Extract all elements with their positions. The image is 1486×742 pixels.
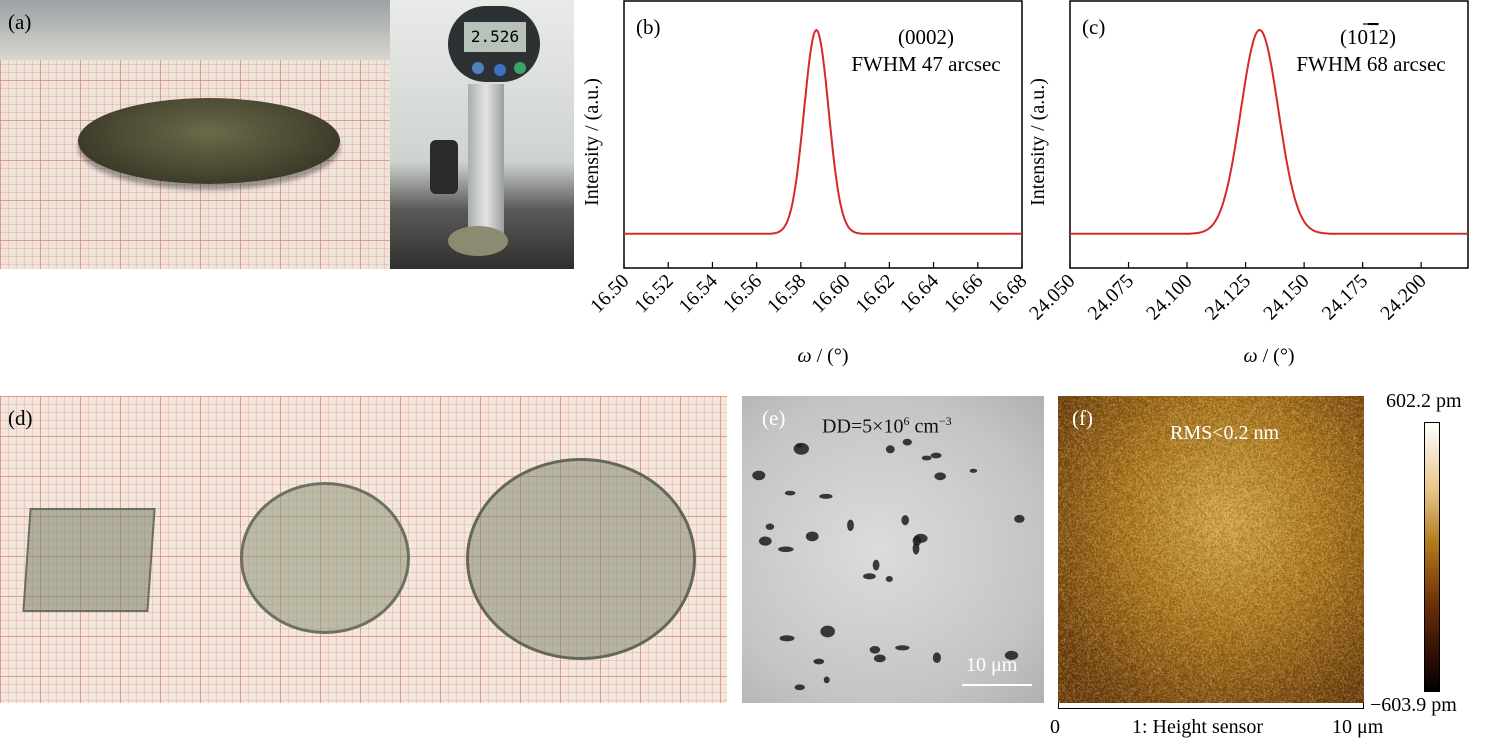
x-tick-label-b: 16.64	[896, 270, 943, 317]
panel-label-d: (d)	[8, 406, 33, 430]
x-tick-label-b: 16.52	[630, 270, 677, 317]
rocking-curve-c	[1070, 28, 1468, 235]
afm-map-f: RMS<0.2 nm (f)	[1058, 396, 1364, 703]
x-tick-label-c: 24.200	[1376, 270, 1430, 324]
rocking-curve-b	[624, 28, 1022, 235]
x-tick-label-b: 16.56	[719, 270, 766, 317]
fwhm-b: FWHM 47 arcsec	[851, 52, 1000, 76]
large-wafer	[466, 458, 696, 660]
x-tick-label-c: 24.150	[1259, 270, 1313, 324]
colorbar-max-label: 602.2 pm	[1386, 390, 1462, 412]
dislocation-pit	[885, 576, 893, 582]
dislocation-pit	[820, 625, 835, 638]
dislocation-pit	[1004, 650, 1019, 660]
x-tick-label-b: 16.54	[675, 270, 722, 317]
ylabel-b: Intensity / (a.u.)	[581, 78, 603, 206]
dislocation-pit	[869, 646, 881, 654]
wafer-disc	[78, 98, 340, 184]
dislocation-pit	[969, 468, 978, 473]
afm-axis-end: 10 μm	[1332, 716, 1384, 738]
dd-annotation: DD=5×106 cm−3	[822, 414, 952, 438]
x-tick-label-c: 24.050	[1026, 270, 1080, 324]
ylabel-c: Intensity / (a.u.)	[1027, 78, 1049, 206]
medium-wafer	[240, 482, 410, 634]
colorbar	[1424, 422, 1440, 692]
wafer-photo-a	[0, 0, 390, 269]
plot-frame-c	[1069, 0, 1469, 269]
scalebar-e	[962, 684, 1032, 686]
dislocation-pit	[752, 470, 766, 481]
colorbar-min-label: −603.9 pm	[1370, 694, 1457, 716]
reflection-b: (0002)	[898, 25, 954, 49]
x-tick-label-b: 16.68	[984, 270, 1031, 317]
dislocation-pit	[873, 654, 886, 663]
rms-annotation: RMS<0.2 nm	[1170, 422, 1280, 444]
dislocation-pit	[912, 542, 920, 555]
afm-axis-title: 1: Height sensor	[1132, 716, 1264, 738]
dislocation-pit	[784, 490, 796, 496]
x-tick-label-b: 16.60	[807, 270, 854, 317]
chart-c: 24.050 24.075 24.100 24.125 24.150 24.175 24.2…	[1026, 0, 1469, 367]
dislocation-pit	[758, 536, 772, 546]
reflection-c: (1012)	[1340, 25, 1396, 49]
panel-label-c: (c)	[1082, 15, 1105, 39]
thickness-gauge-photo: 2.526	[390, 0, 574, 269]
dislocation-pit	[901, 515, 909, 526]
plot-frame-b	[623, 0, 1023, 269]
dislocation-pit	[914, 533, 928, 543]
afm-axis-line	[1058, 708, 1364, 709]
dislocation-pit	[813, 658, 825, 665]
dislocation-pit	[805, 531, 819, 542]
x-tick-label-b: 16.58	[763, 270, 810, 317]
x-tick-label-c: 24.125	[1201, 270, 1255, 324]
dislocation-pit	[872, 559, 880, 571]
dislocation-pit	[934, 472, 946, 481]
panel-label-b: (b)	[636, 15, 661, 39]
panel-label-a: (a)	[8, 10, 32, 34]
dislocation-pit	[932, 652, 941, 663]
dislocation-pit	[819, 493, 833, 499]
scalebar-label-e: 10 μm	[966, 654, 1018, 676]
panel-label-f: (f)	[1072, 406, 1093, 430]
afm-axis-start: 0	[1050, 716, 1060, 738]
dislocation-pit	[779, 635, 795, 642]
dislocation-pit	[930, 452, 942, 459]
dislocation-pit	[895, 645, 910, 651]
chart-b: 16.5016.5216.5416.5616.5816.6016.6216.64…	[581, 0, 1032, 367]
panel-label-e: (e)	[762, 406, 786, 430]
dislocation-pit	[1014, 514, 1025, 523]
xlabel-b: ω / (°)	[798, 345, 849, 367]
x-tick-label-b: 16.66	[940, 270, 987, 317]
dislocation-pit	[885, 445, 895, 454]
dislocation-pit	[823, 676, 830, 684]
dislocation-pit	[794, 684, 805, 691]
cl-micrograph-e: DD=5×106 cm−3 10 μm (e)	[742, 396, 1044, 703]
dislocation-pit	[921, 455, 932, 461]
dislocation-pit	[902, 438, 912, 446]
x-tick-label-c: 24.075	[1084, 270, 1138, 324]
fwhm-c: FWHM 68 arcsec	[1296, 52, 1445, 76]
dislocation-pit	[795, 443, 803, 448]
x-tick-label-b: 16.50	[586, 270, 633, 317]
dislocation-pit	[863, 573, 876, 580]
square-wafer	[22, 508, 156, 612]
x-tick-label-b: 16.62	[851, 270, 898, 317]
x-tick-label-c: 24.100	[1142, 270, 1196, 324]
dislocation-pit	[765, 523, 775, 530]
dislocation-pit	[847, 519, 854, 531]
gauge-display: 2.526	[464, 22, 526, 52]
x-tick-label-c: 24.175	[1318, 270, 1372, 324]
dislocation-pit	[778, 546, 794, 553]
wafers-photo-d	[0, 396, 727, 703]
xlabel-c: ω / (°)	[1244, 345, 1295, 367]
